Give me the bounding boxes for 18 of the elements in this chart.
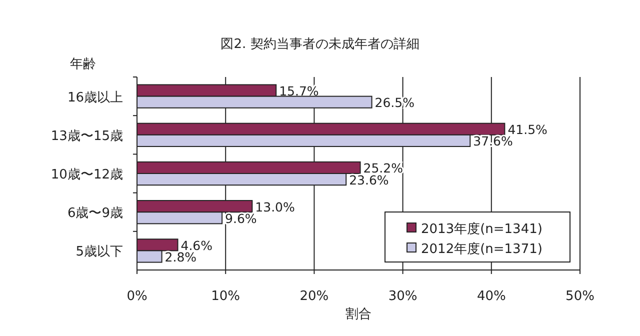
y-tick-label: 5歳以下 [76,244,123,260]
x-tick-label: 10% [211,289,240,304]
data-label: 41.5% [508,122,548,138]
y-tick-label: 16歳以上 [67,90,123,106]
x-tick-label: 40% [476,289,506,304]
x-axis-title: 割合 [346,307,372,322]
x-tick-label: 30% [388,289,418,304]
y-tick-label: 13歳〜15歳 [50,128,123,144]
legend-label: 2013年度(n=1341) [421,221,542,237]
legend-label: 2012年度(n=1371) [421,241,542,257]
x-tick-label: 50% [566,289,594,304]
x-tick-label: 0% [126,289,148,304]
data-label: 13.0% [255,199,296,214]
y-axis-title: 年齢 [70,57,96,72]
y-tick-label: 10歳〜12歳 [50,168,123,182]
y-tick-label: 6歳〜9歳 [67,206,123,222]
chart-title: 図2. 契約当事者の未成年者の詳細 [220,37,420,52]
x-tick-label: 20% [300,289,329,304]
